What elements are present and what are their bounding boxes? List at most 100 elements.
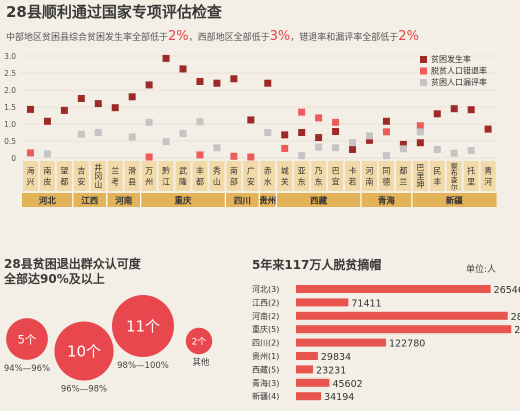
county-label: 南皮 [43,166,51,187]
subtitle-part: ，错退率和漏评率全部低于 [290,33,399,43]
data-point [196,151,204,159]
approval-title-line1: 28县贫困退出群众认可度 [4,257,141,271]
data-point [382,152,390,160]
county-tile [56,161,72,191]
hbar-title: 5年来117万人脱贫摘帽 [252,258,382,272]
bar-category-label: 四川(2) [252,339,279,348]
data-point [179,65,187,73]
data-point [162,54,170,62]
bar-value-label: 23231 [316,365,346,376]
county-label: 乃东 [315,167,323,187]
approval-bubble [112,295,174,357]
data-point [179,130,187,138]
data-point [145,81,153,89]
approval-bubble [185,327,213,355]
data-point [77,95,85,102]
county-tile [23,161,38,191]
bar-category-label: 河南(2) [252,311,279,321]
data-point [111,104,119,112]
data-point [467,106,475,114]
data-point [450,149,458,157]
data-point [298,152,306,160]
county-label: 黔江 [162,166,170,187]
county-tile [412,161,428,191]
county-tile [362,161,377,191]
county-label: 察布查尔 [451,162,458,192]
data-point [94,129,102,136]
data-point [315,143,323,151]
data-point [213,144,221,152]
y-tick-label: 2.5 [4,69,16,78]
data-point [230,75,238,83]
y-tick-label: 2.0 [4,86,16,95]
data-point [298,108,306,116]
subtitle-part: 中部地区贫困县综合贫困发生率全部低于 [6,33,169,43]
county-label: 民丰 [433,167,441,187]
region-label: 河北 [39,196,57,207]
bubble-count: 10个 [67,343,101,361]
data-point [162,138,170,146]
county-tile [395,161,411,191]
data-point [332,144,340,152]
county-tile [328,161,344,191]
approval-bubble [54,321,114,381]
county-tile [141,161,157,191]
data-point [399,145,407,153]
data-point [399,140,407,148]
bubble-count: 2个 [192,336,207,347]
county-label: 亚东 [298,167,306,187]
data-point [128,133,136,141]
data-point [145,153,153,161]
bar-value-label: 265461 [494,285,520,296]
bar [296,365,314,374]
county-label: 万州 [145,167,153,187]
region-label: 江西 [81,196,99,207]
data-point [196,78,204,85]
data-point [145,118,153,126]
county-label: 托里 [467,166,475,187]
bar-category-label: 江西(2) [252,298,279,307]
data-point [60,106,68,114]
data-point [332,127,340,135]
county-label: 井冈山 [94,163,102,190]
region-label: 四川 [234,197,251,207]
bar-category-label: 重庆(5) [252,324,279,334]
region-label: 新疆 [446,196,464,207]
legend-label: 贫困人口漏评率 [431,77,487,87]
bar-value-label: 71411 [351,298,381,309]
bar-value-label: 29834 [321,352,351,363]
bar-value-label: 288648 [511,312,520,323]
data-point [247,116,255,124]
county-tile [429,161,445,191]
bar-category-label: 青海(3) [252,378,279,388]
bar [296,298,349,307]
y-tick-label: 1.5 [4,103,16,112]
data-point [230,152,238,160]
county-tile [209,161,225,191]
county-label: 广安 [247,166,255,187]
data-point [349,139,357,147]
county-tile [90,161,106,191]
hbar-unit: 单位:人 [466,265,497,275]
county-tile [226,161,242,191]
data-point [416,128,424,136]
poverty-exit-bar-chart: 河北(3) 265461 江西(2) 71411 河南(2) 288648 重庆(5) 293… [252,284,520,403]
county-label: 同德 [382,167,390,187]
county-label: 巴里坤 [416,164,424,190]
bar-value-label: 34194 [324,392,354,403]
bubble-range-label: 其他 [192,357,210,368]
bubble-range-label: 94%—96% [4,364,50,374]
county-label: 滑县 [128,166,136,187]
county-label: 巴宜 [332,167,340,187]
bubble-count: 5个 [18,332,37,346]
county-label: 武隆 [179,166,187,187]
data-point [365,132,373,140]
county-label: 秀山 [213,166,221,187]
region-label: 贵州 [259,196,276,207]
county-tile [446,161,462,191]
data-point [315,134,323,142]
bar-category-label: 新疆(4) [252,391,279,401]
data-point [315,114,323,122]
county-label: 南部 [230,166,238,187]
